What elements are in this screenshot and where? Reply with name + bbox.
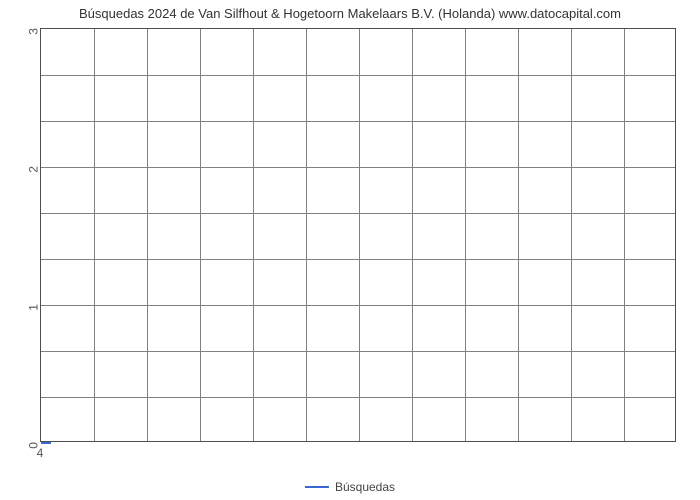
series-line bbox=[41, 442, 51, 444]
line-chart: Búsquedas 2024 de Van Silfhout & Hogetoo… bbox=[0, 0, 700, 500]
v-gridline bbox=[359, 29, 360, 441]
v-gridline bbox=[147, 29, 148, 441]
h-gridline bbox=[41, 213, 675, 214]
h-gridline bbox=[41, 75, 675, 76]
v-gridline bbox=[200, 29, 201, 441]
y-tick-label: 2 bbox=[27, 166, 41, 173]
plot-area bbox=[40, 28, 676, 442]
y-tick-label: 1 bbox=[27, 304, 41, 311]
v-gridline bbox=[571, 29, 572, 441]
v-gridline bbox=[624, 29, 625, 441]
x-tick-label: 4 bbox=[37, 446, 44, 460]
legend: Búsquedas bbox=[305, 480, 395, 494]
h-gridline bbox=[41, 259, 675, 260]
h-gridline bbox=[41, 351, 675, 352]
h-gridline bbox=[41, 397, 675, 398]
h-gridline bbox=[41, 167, 675, 168]
v-gridline bbox=[253, 29, 254, 441]
h-gridline bbox=[41, 305, 675, 306]
h-gridline bbox=[41, 121, 675, 122]
chart-title: Búsquedas 2024 de Van Silfhout & Hogetoo… bbox=[0, 6, 700, 21]
legend-label: Búsquedas bbox=[335, 480, 395, 494]
v-gridline bbox=[465, 29, 466, 441]
y-tick-label: 3 bbox=[27, 28, 41, 35]
v-gridline bbox=[518, 29, 519, 441]
v-gridline bbox=[306, 29, 307, 441]
v-gridline bbox=[412, 29, 413, 441]
v-gridline bbox=[94, 29, 95, 441]
legend-swatch bbox=[305, 486, 329, 488]
